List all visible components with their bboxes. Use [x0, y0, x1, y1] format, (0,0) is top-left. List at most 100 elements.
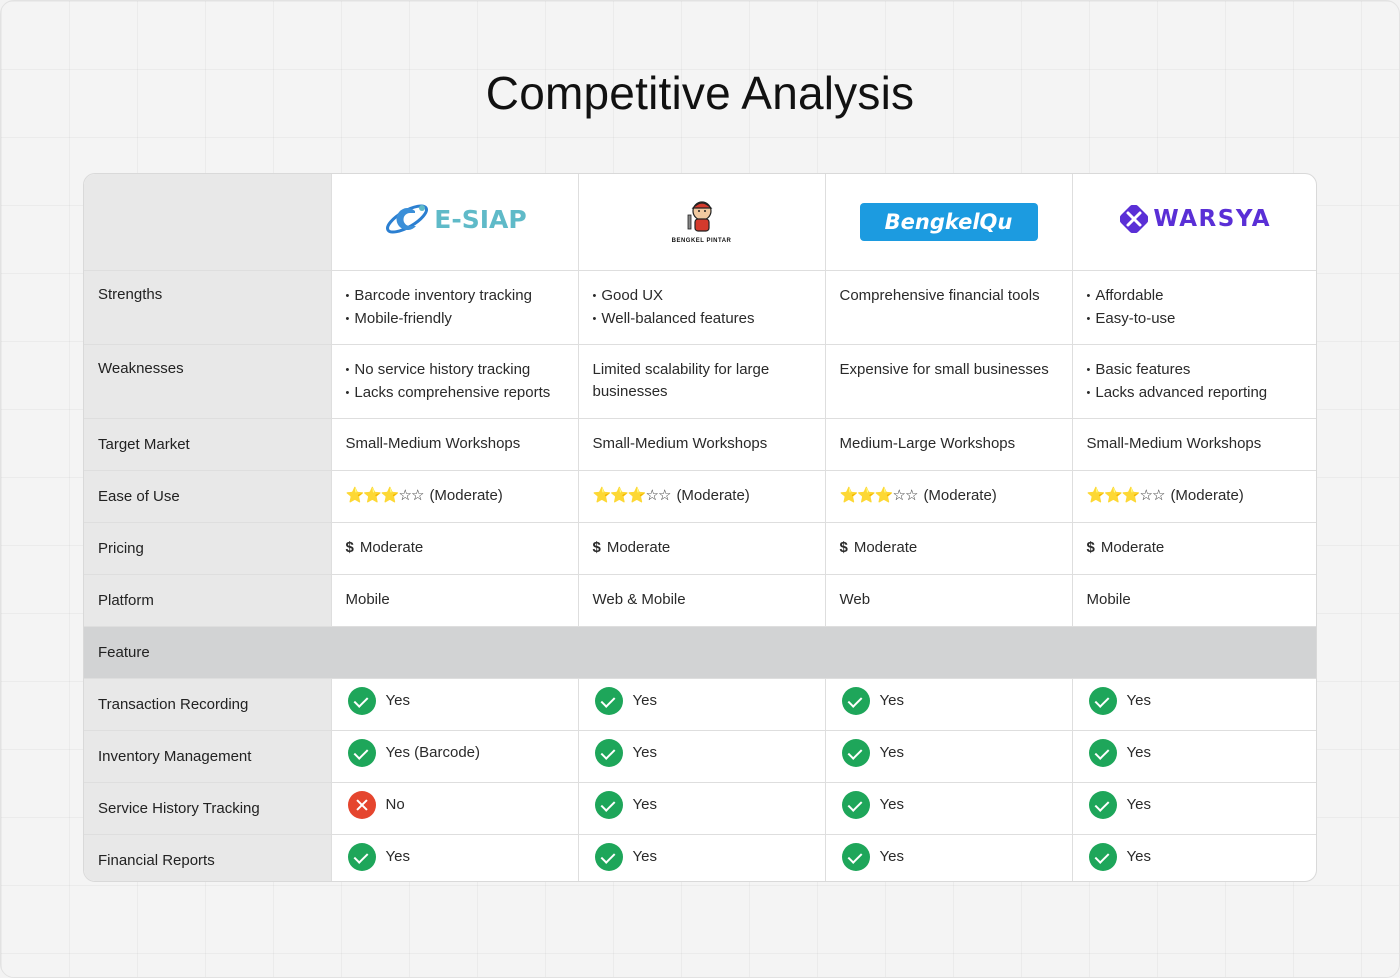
list-item: Easy-to-use — [1087, 308, 1306, 331]
list-item: Well-balanced features — [593, 308, 811, 331]
dollar-icon: $ — [1086, 539, 1095, 556]
ease-of-use-row: Ease of Use ⭐⭐⭐☆☆ (Moderate) ⭐⭐⭐☆☆ (Modera… — [84, 470, 1316, 523]
strengths-bengkel-pintar: Good UX Well-balanced features — [578, 270, 826, 345]
status-text: Yes — [632, 743, 657, 761]
rating-text: (Moderate) — [429, 487, 503, 504]
status-text: Yes — [385, 847, 410, 865]
feature-cell: Yes — [578, 730, 826, 783]
feature-section-header: Feature — [84, 626, 1316, 679]
mechanic-mascot-icon — [687, 201, 712, 232]
status-text: Yes — [632, 847, 657, 865]
status-text: Yes — [1126, 691, 1151, 709]
check-icon — [1088, 790, 1117, 819]
cross-tools-icon — [1120, 205, 1149, 234]
warsya-wordmark: WARSYA — [1153, 206, 1272, 233]
pricing-text: Moderate — [853, 539, 918, 556]
competitor-logo-bengkel-pintar: BENGKEL PINTAR — [578, 174, 826, 271]
target-market-warsya: Small-Medium Workshops — [1072, 418, 1316, 471]
ease-of-use-bengkel-pintar: ⭐⭐⭐☆☆ (Moderate) — [578, 470, 826, 523]
status-text: Yes — [632, 795, 657, 813]
row-label: Ease of Use — [84, 470, 332, 523]
star-rating-empty: ☆☆ — [645, 487, 672, 504]
row-label: Service History Tracking — [84, 782, 332, 835]
target-market-esiap: Small-Medium Workshops — [331, 418, 579, 471]
bengkel-pintar-wordmark: BENGKEL PINTAR — [671, 237, 732, 244]
feature-cell: Yes — [331, 834, 579, 881]
rating-text: (Moderate) — [1170, 487, 1244, 504]
competitor-logo-warsya: WARSYA — [1072, 174, 1316, 271]
star-rating-filled: ⭐⭐⭐ — [345, 487, 400, 504]
feature-header-spacer — [578, 626, 825, 679]
status-text: Yes — [1126, 743, 1151, 761]
target-market-bengkelqu: Medium-Large Workshops — [825, 418, 1073, 471]
strengths-bengkelqu: Comprehensive financial tools — [825, 270, 1073, 345]
check-icon — [841, 738, 870, 767]
feature-header-spacer — [1072, 626, 1316, 679]
feature-cell: Yes — [1072, 678, 1316, 731]
rating-text: (Moderate) — [923, 487, 997, 504]
page-title: Competitive Analysis — [485, 67, 915, 119]
competitor-logo-esiap: E-SIAP — [331, 174, 579, 271]
status-text: Yes — [879, 743, 904, 761]
dollar-icon: $ — [592, 539, 601, 556]
check-icon — [594, 738, 623, 767]
feature-cell: Yes — [1072, 834, 1316, 881]
comparison-table: E-SIAP BENGKEL PINTAR BengkelQu — [83, 173, 1317, 882]
feature-cell: Yes — [825, 678, 1073, 731]
list-item: No service history tracking — [346, 359, 564, 382]
row-label: Strengths — [84, 270, 332, 345]
list-item: Basic features — [1087, 359, 1306, 382]
check-icon — [1088, 842, 1117, 871]
check-icon — [594, 790, 623, 819]
feature-cell: Yes — [331, 678, 579, 731]
feature-cell: Yes — [1072, 782, 1316, 835]
list-item: Barcode inventory tracking — [346, 285, 564, 308]
logo-row: E-SIAP BENGKEL PINTAR BengkelQu — [84, 174, 1316, 271]
feature-cell: No — [331, 782, 579, 835]
star-rating-filled: ⭐⭐⭐ — [1086, 487, 1141, 504]
feature-cell: Yes — [825, 782, 1073, 835]
list-item: Lacks comprehensive reports — [346, 382, 564, 405]
feature-header-spacer — [825, 626, 1072, 679]
esiap-wordmark: E-SIAP — [434, 204, 527, 234]
dollar-icon: $ — [345, 539, 354, 556]
star-rating-empty: ☆☆ — [398, 487, 425, 504]
platform-warsya: Mobile — [1072, 574, 1316, 627]
check-icon — [347, 842, 376, 871]
strengths-row: Strengths Barcode inventory tracking Mob… — [84, 270, 1316, 345]
target-market-bengkel-pintar: Small-Medium Workshops — [578, 418, 826, 471]
status-text: Yes — [632, 691, 657, 709]
platform-bengkelqu: Web — [825, 574, 1073, 627]
strengths-esiap: Barcode inventory tracking Mobile-friend… — [331, 270, 579, 345]
dollar-icon: $ — [839, 539, 848, 556]
feature-cell: Yes — [1072, 730, 1316, 783]
strengths-warsya: Affordable Easy-to-use — [1072, 270, 1316, 345]
check-icon — [841, 790, 870, 819]
weaknesses-row: Weaknesses No service history tracking L… — [84, 344, 1316, 419]
status-text: Yes — [1126, 795, 1151, 813]
feature-row-inventory-management: Inventory Management Yes (Barcode) Yes Y… — [84, 730, 1316, 783]
ease-of-use-bengkelqu: ⭐⭐⭐☆☆ (Moderate) — [825, 470, 1073, 523]
star-rating-empty: ☆☆ — [1139, 487, 1166, 504]
list-item: Good UX — [593, 285, 811, 308]
pricing-text: Moderate — [359, 539, 424, 556]
platform-esiap: Mobile — [331, 574, 579, 627]
check-icon — [1088, 686, 1117, 715]
bengkelqu-wordmark: BengkelQu — [859, 202, 1038, 241]
feature-cell: Yes (Barcode) — [331, 730, 579, 783]
status-text: Yes — [385, 691, 410, 709]
check-icon — [1088, 738, 1117, 767]
star-rating-filled: ⭐⭐⭐ — [592, 487, 647, 504]
orbit-e-icon — [386, 204, 429, 234]
list-item: Mobile-friendly — [346, 308, 564, 331]
pricing-bengkel-pintar: $ Moderate — [578, 522, 826, 575]
weaknesses-warsya: Basic features Lacks advanced reporting — [1072, 344, 1316, 419]
row-label: Inventory Management — [84, 730, 332, 783]
status-text: Yes — [879, 795, 904, 813]
feature-section-label: Feature — [84, 626, 331, 679]
pricing-text: Moderate — [1100, 539, 1165, 556]
feature-cell: Yes — [578, 678, 826, 731]
row-label: Financial Reports — [84, 834, 332, 881]
feature-cell: Yes — [578, 782, 826, 835]
check-icon — [594, 686, 623, 715]
